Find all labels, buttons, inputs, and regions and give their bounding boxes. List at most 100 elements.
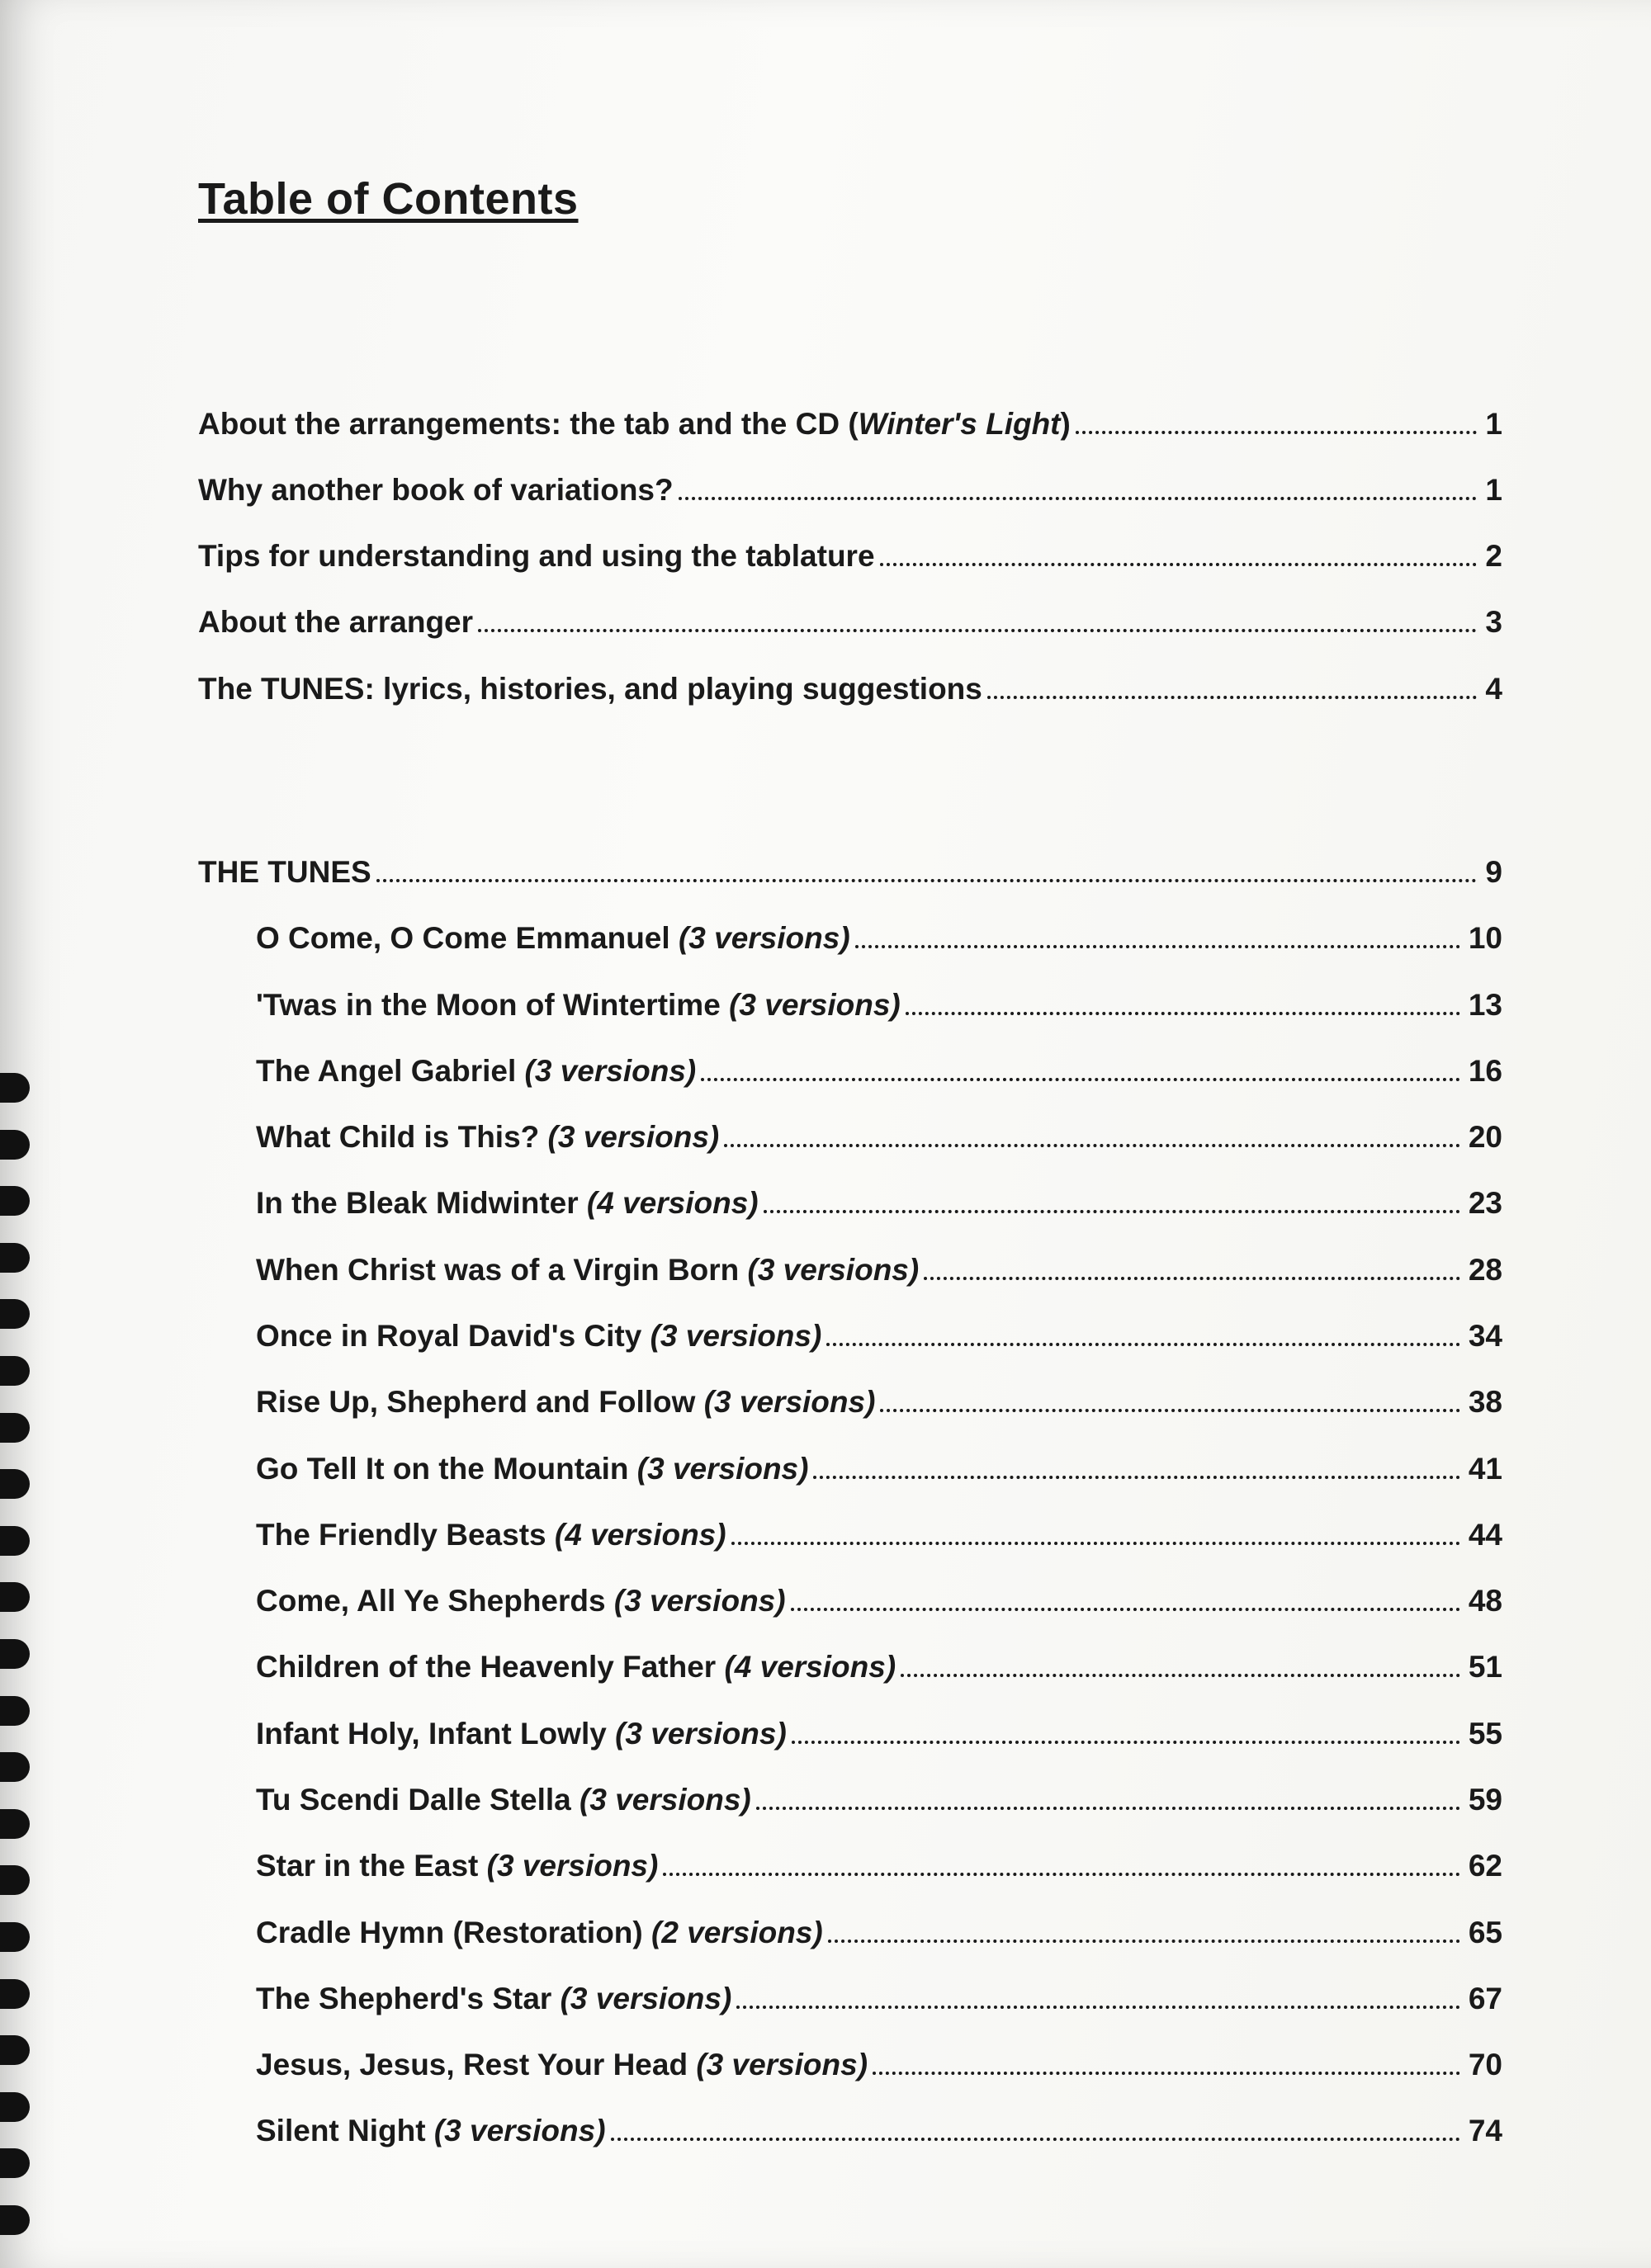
tunes-list: O Come, O Come Emmanuel (3 versions)10'T…: [198, 921, 1502, 2148]
toc-page-number: 55: [1465, 1718, 1502, 1751]
toc-page-number: 28: [1465, 1254, 1502, 1288]
toc-page-number: 67: [1465, 1982, 1502, 2016]
toc-leader: [478, 605, 1477, 633]
toc-label-italic: (3 versions): [561, 1982, 732, 2015]
toc-leader: [855, 921, 1460, 949]
toc-page-number: 74: [1465, 2114, 1502, 2148]
toc-leader: [924, 1252, 1460, 1280]
toc-leader: [826, 1318, 1460, 1346]
toc-leader: [724, 1120, 1460, 1148]
toc-label-italic: (3 versions): [525, 1054, 697, 1088]
toc-page-number: 1: [1482, 474, 1502, 508]
toc-label: Come, All Ye Shepherds (3 versions): [256, 1585, 786, 1618]
toc-label-italic: (3 versions): [615, 1717, 787, 1751]
toc-label: The Friendly Beasts (4 versions): [256, 1519, 726, 1552]
toc-label: About the arranger: [198, 606, 473, 640]
toc-label-italic: (3 versions): [696, 2048, 868, 2081]
toc-row: Children of the Heavenly Father (4 versi…: [198, 1650, 1502, 1684]
toc-label-italic: (3 versions): [729, 988, 901, 1022]
toc-label-italic: Winter's Light: [859, 407, 1061, 441]
toc-label: 'Twas in the Moon of Wintertime (3 versi…: [256, 989, 901, 1023]
toc-row: Tu Scendi Dalle Stella (3 versions) 59: [198, 1782, 1502, 1817]
toc-label: What Child is This? (3 versions): [256, 1121, 719, 1155]
toc-page-number: 4: [1482, 673, 1502, 706]
toc-row: Silent Night (3 versions) 74: [198, 2114, 1502, 2148]
toc-page-number: 20: [1465, 1121, 1502, 1155]
toc-leader: [731, 1517, 1460, 1545]
toc-leader: [611, 2114, 1460, 2142]
toc-row: Once in Royal David's City (3 versions) 3…: [198, 1318, 1502, 1353]
toc-page-number: 34: [1465, 1320, 1502, 1354]
toc-label-italic: (3 versions): [614, 1584, 786, 1618]
toc-page-number: 38: [1465, 1386, 1502, 1420]
toc-page-number: 1: [1482, 408, 1502, 442]
toc-label: Why another book of variations?: [198, 474, 674, 508]
toc-label-italic: (4 versions): [724, 1650, 896, 1684]
toc-row: Tips for understanding and using the tab…: [198, 539, 1502, 574]
document-page: Table of Contents About the arrangements…: [0, 0, 1651, 2268]
spiral-binding: [0, 1073, 41, 2235]
toc-label: In the Bleak Midwinter (4 versions): [256, 1187, 759, 1221]
toc-leader: [701, 1053, 1460, 1081]
toc-row: What Child is This? (3 versions) 20: [198, 1120, 1502, 1155]
toc-row: When Christ was of a Virgin Born (3 vers…: [198, 1252, 1502, 1287]
toc-label-italic: (4 versions): [587, 1186, 759, 1220]
toc-leader: [873, 2047, 1460, 2075]
toc-label: When Christ was of a Virgin Born (3 vers…: [256, 1254, 919, 1288]
toc-leader: [756, 1782, 1460, 1810]
tunes-section: THE TUNES 9 O Come, O Come Emmanuel (3 v…: [198, 854, 1502, 2148]
toc-row: The Friendly Beasts (4 versions) 44: [198, 1517, 1502, 1552]
toc-leader: [376, 854, 1478, 882]
intro-section: About the arrangements: the tab and the …: [198, 406, 1502, 706]
toc-row: About the arrangements: the tab and the …: [198, 406, 1502, 441]
toc-label: Star in the East (3 versions): [256, 1850, 658, 1883]
toc-leader: [736, 1981, 1460, 2009]
toc-label-italic: (3 versions): [679, 921, 850, 955]
toc-page-number: 23: [1465, 1187, 1502, 1221]
toc-page-number: 44: [1465, 1519, 1502, 1552]
toc-label-italic: (3 versions): [487, 1849, 659, 1883]
toc-row: 'Twas in the Moon of Wintertime (3 versi…: [198, 987, 1502, 1022]
toc-label: About the arrangements: the tab and the …: [198, 408, 1071, 442]
toc-page-number: 3: [1482, 606, 1502, 640]
toc-row: Jesus, Jesus, Rest Your Head (3 versions…: [198, 2047, 1502, 2081]
toc-label-italic: (3 versions): [704, 1385, 876, 1419]
toc-label-italic: (3 versions): [637, 1452, 809, 1486]
toc-page-number: 10: [1465, 922, 1502, 956]
toc-row: Rise Up, Shepherd and Follow (3 versions…: [198, 1385, 1502, 1420]
toc-label: Once in Royal David's City (3 versions): [256, 1320, 821, 1354]
toc-leader: [880, 1385, 1459, 1413]
toc-page-number: 62: [1465, 1850, 1502, 1883]
toc-page-number: 2: [1482, 540, 1502, 574]
toc-leader: [791, 1584, 1460, 1612]
toc-label: Go Tell It on the Mountain (3 versions): [256, 1453, 808, 1486]
toc-label: Jesus, Jesus, Rest Your Head (3 versions…: [256, 2048, 868, 2082]
toc-label-italic: (3 versions): [650, 1319, 822, 1353]
toc-leader: [828, 1915, 1460, 1943]
toc-leader: [987, 671, 1478, 699]
toc-label: Silent Night (3 versions): [256, 2114, 606, 2148]
toc-row: The Angel Gabriel (3 versions)16: [198, 1053, 1502, 1088]
toc-row: Star in the East (3 versions) 62: [198, 1849, 1502, 1883]
toc-label: Rise Up, Shepherd and Follow (3 versions…: [256, 1386, 875, 1420]
toc-leader: [1076, 406, 1478, 434]
toc-page-number: 13: [1465, 989, 1502, 1023]
toc-label: Infant Holy, Infant Lowly (3 versions): [256, 1718, 787, 1751]
toc-leader: [764, 1186, 1460, 1214]
toc-page-number: 48: [1465, 1585, 1502, 1618]
toc-row: O Come, O Come Emmanuel (3 versions)10: [198, 921, 1502, 956]
toc-label-italic: (3 versions): [548, 1120, 720, 1154]
toc-label: The Shepherd's Star (3 versions): [256, 1982, 731, 2016]
toc-row: In the Bleak Midwinter (4 versions) 23: [198, 1186, 1502, 1221]
toc-label: Tu Scendi Dalle Stella (3 versions): [256, 1784, 751, 1817]
toc-leader: [906, 987, 1460, 1015]
toc-label-italic: (3 versions): [434, 2114, 606, 2148]
toc-label: The TUNES: lyrics, histories, and playin…: [198, 673, 982, 706]
toc-page-number: 59: [1465, 1784, 1502, 1817]
toc-leader: [663, 1849, 1460, 1877]
toc-label: THE TUNES: [198, 856, 371, 890]
toc-row: The Shepherd's Star (3 versions) 67: [198, 1981, 1502, 2015]
toc-label-italic: (3 versions): [580, 1783, 751, 1817]
toc-row: The TUNES: lyrics, histories, and playin…: [198, 671, 1502, 706]
toc-label-italic: (2 versions): [651, 1916, 823, 1949]
